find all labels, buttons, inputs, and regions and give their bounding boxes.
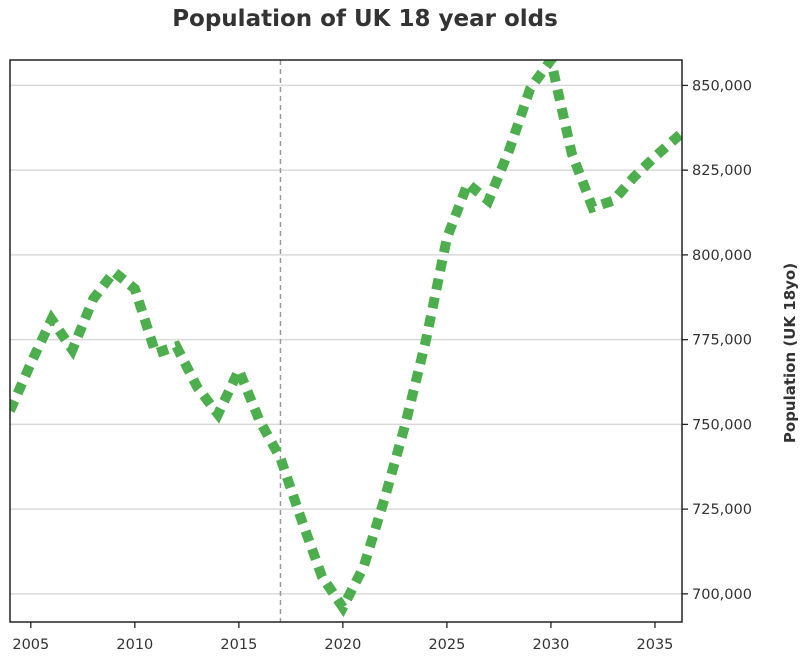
y-tick-label: 750,000 (692, 417, 752, 433)
data-point (504, 145, 514, 155)
series-layer (10, 60, 682, 618)
grid-layer (10, 84, 682, 595)
data-point (588, 202, 598, 212)
data-point (47, 314, 57, 324)
data-point (296, 514, 306, 524)
plot-frame (9, 59, 683, 623)
data-point (317, 572, 327, 582)
y-tick-label: 800,000 (692, 248, 752, 264)
data-point (400, 419, 410, 429)
x-tick-label: 2020 (324, 637, 361, 653)
x-tick-label: 2005 (12, 637, 49, 653)
data-point (567, 148, 577, 158)
data-point (525, 84, 535, 94)
data-point (171, 341, 181, 351)
x-axis: 2005 2010 2015 2020 2025 2030 2035 (12, 622, 673, 653)
y-tick-label: 825,000 (692, 163, 752, 179)
x-tick-label: 2035 (637, 637, 674, 653)
y-tick-label: 700,000 (692, 587, 752, 603)
data-point (213, 409, 223, 419)
data-point (608, 196, 618, 206)
data-point (109, 267, 119, 277)
y-axis: 700,000 725,000 750,000 775,000 800,000 825,0… (682, 78, 752, 603)
data-point (234, 365, 244, 375)
data-point (67, 345, 77, 355)
data-point (442, 233, 452, 243)
data-point (629, 172, 639, 182)
data-point (421, 335, 431, 345)
x-tick-label: 2025 (428, 637, 465, 653)
data-point (484, 196, 494, 206)
data-point (88, 294, 98, 304)
data-point (338, 602, 348, 612)
y-tick-label: 850,000 (692, 78, 752, 94)
x-tick-label: 2010 (116, 637, 153, 653)
y-tick-label: 725,000 (692, 502, 752, 518)
data-point (130, 284, 140, 294)
data-point (379, 494, 389, 504)
x-tick-label: 2015 (220, 637, 257, 653)
data-point (650, 152, 660, 162)
series-line (10, 60, 682, 618)
data-point (151, 348, 161, 358)
data-point (192, 382, 202, 392)
y-axis-label: Population (UK 18yo) (781, 263, 799, 443)
y-tick-label: 775,000 (692, 333, 752, 349)
data-point (275, 453, 285, 463)
data-point (26, 358, 36, 368)
data-point (359, 562, 369, 572)
data-point (255, 416, 265, 426)
chart-title: Population of UK 18 year olds (172, 6, 558, 32)
data-point (463, 179, 473, 189)
x-tick-label: 2030 (532, 637, 569, 653)
